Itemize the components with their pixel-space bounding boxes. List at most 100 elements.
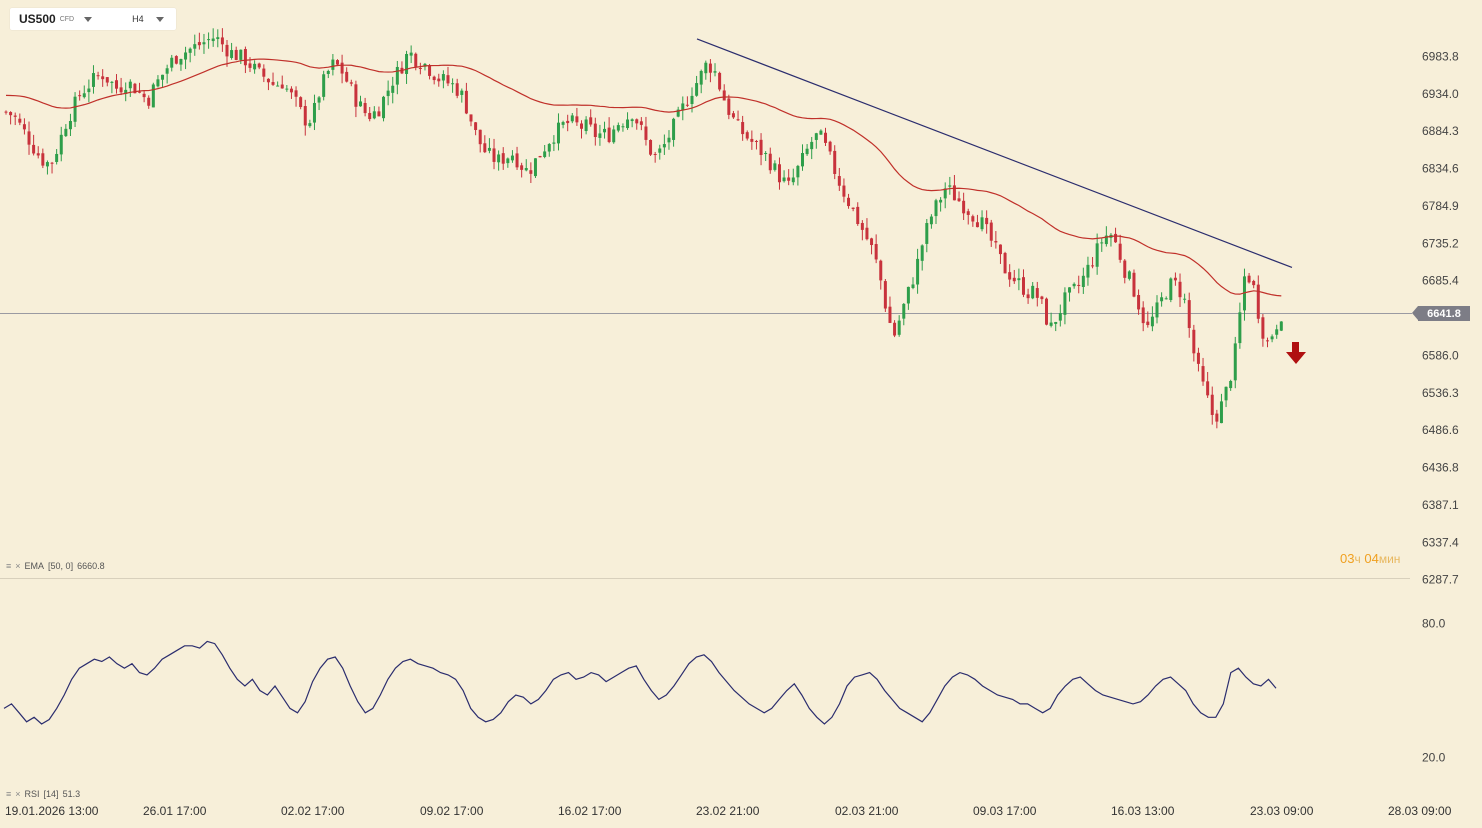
timeframe-label[interactable]: H4 [132, 14, 144, 24]
time-tick-label: 16.03 13:00 [1111, 804, 1175, 818]
candle [128, 79, 132, 97]
candle [1127, 270, 1131, 281]
candle [437, 73, 441, 87]
ema-legend: ≡ × EMA [50, 0] 6660.8 [6, 561, 105, 571]
ema-line [5, 58, 1282, 297]
candle [1063, 287, 1067, 325]
candle [1072, 282, 1076, 289]
rsi-line [3, 640, 1277, 725]
candle [68, 113, 72, 137]
rsi-panel: 80.0 20.0 [3, 617, 1446, 764]
candle [271, 72, 275, 86]
hamburger-icon[interactable]: ≡ [6, 561, 12, 571]
candle [616, 122, 620, 133]
candle [920, 244, 924, 271]
candle [626, 112, 630, 130]
symbol-dropdown-icon[interactable] [84, 16, 93, 22]
candle [824, 127, 828, 146]
candle [856, 202, 860, 226]
candle [777, 157, 781, 190]
candle [119, 77, 123, 96]
candle [501, 147, 505, 170]
candle [1012, 269, 1016, 284]
candle [653, 151, 657, 163]
candle [428, 63, 432, 80]
candle [547, 143, 551, 157]
price-tick-label: 6685.4 [1422, 274, 1459, 288]
ema-50-line [5, 58, 1282, 297]
minutes-unit: мин [1378, 552, 1401, 566]
candle [787, 169, 791, 186]
candle [1054, 321, 1058, 332]
candle [147, 95, 151, 109]
candle [543, 145, 547, 159]
candle [1081, 267, 1085, 294]
candle [9, 111, 13, 125]
candle [1270, 334, 1274, 343]
candle [658, 144, 662, 160]
candle [349, 79, 353, 87]
price-tick-label: 6735.2 [1422, 236, 1459, 250]
candles [4, 28, 1283, 429]
candle [1155, 295, 1159, 324]
candle [897, 315, 901, 337]
candle [105, 77, 109, 87]
time-tick-label: 16.02 17:00 [558, 804, 622, 818]
candle [280, 75, 284, 89]
candle [989, 219, 993, 247]
candle [860, 220, 864, 241]
candle [174, 55, 178, 65]
candle [262, 64, 266, 83]
candle [874, 234, 878, 264]
candle [312, 94, 316, 131]
candle [483, 135, 487, 154]
candle [916, 248, 920, 294]
symbol-name[interactable]: US500 [19, 12, 56, 26]
candle [257, 62, 261, 70]
candle [1261, 314, 1265, 347]
rsi-label: RSI [24, 789, 40, 799]
candle [478, 129, 482, 153]
candle [966, 208, 970, 225]
candle [529, 162, 533, 183]
hours-unit: ч [1354, 552, 1361, 566]
price-tick-label: 6834.6 [1422, 162, 1459, 176]
candle [1095, 233, 1099, 275]
candle [1219, 393, 1223, 424]
candle [1206, 371, 1210, 398]
close-icon[interactable]: × [15, 789, 21, 799]
candle [957, 191, 961, 202]
price-tick-label: 6387.1 [1422, 498, 1459, 512]
candle [975, 214, 979, 228]
candle [446, 66, 450, 87]
candle [1178, 273, 1182, 307]
signal-arrow [1286, 342, 1306, 364]
close-icon[interactable]: × [15, 561, 21, 571]
candle [193, 34, 197, 56]
candle [64, 124, 68, 138]
candle [386, 80, 390, 106]
time-tick-label: 19.01.2026 13:00 [5, 804, 99, 818]
candle [952, 174, 956, 201]
timeframe-dropdown-icon[interactable] [155, 16, 164, 22]
rsi-legend: ≡ × RSI [14] 51.3 [6, 789, 80, 799]
candle [50, 161, 54, 174]
price-tick-label: 6586.0 [1422, 348, 1459, 362]
candle [377, 106, 381, 117]
candle [1040, 295, 1044, 304]
current-price-tag: 6641.8 [1412, 306, 1470, 321]
candle [1150, 306, 1154, 332]
candle [1141, 301, 1145, 332]
candle [202, 33, 206, 54]
candle [1086, 256, 1090, 286]
candle [1210, 386, 1214, 425]
hamburger-icon[interactable]: ≡ [6, 789, 12, 799]
candle [239, 49, 243, 65]
candle [819, 129, 823, 135]
candle [1045, 297, 1049, 326]
candle [1100, 238, 1104, 252]
price-tick-label: 6884.3 [1422, 124, 1459, 138]
candle [1265, 337, 1269, 348]
candle [32, 134, 36, 156]
